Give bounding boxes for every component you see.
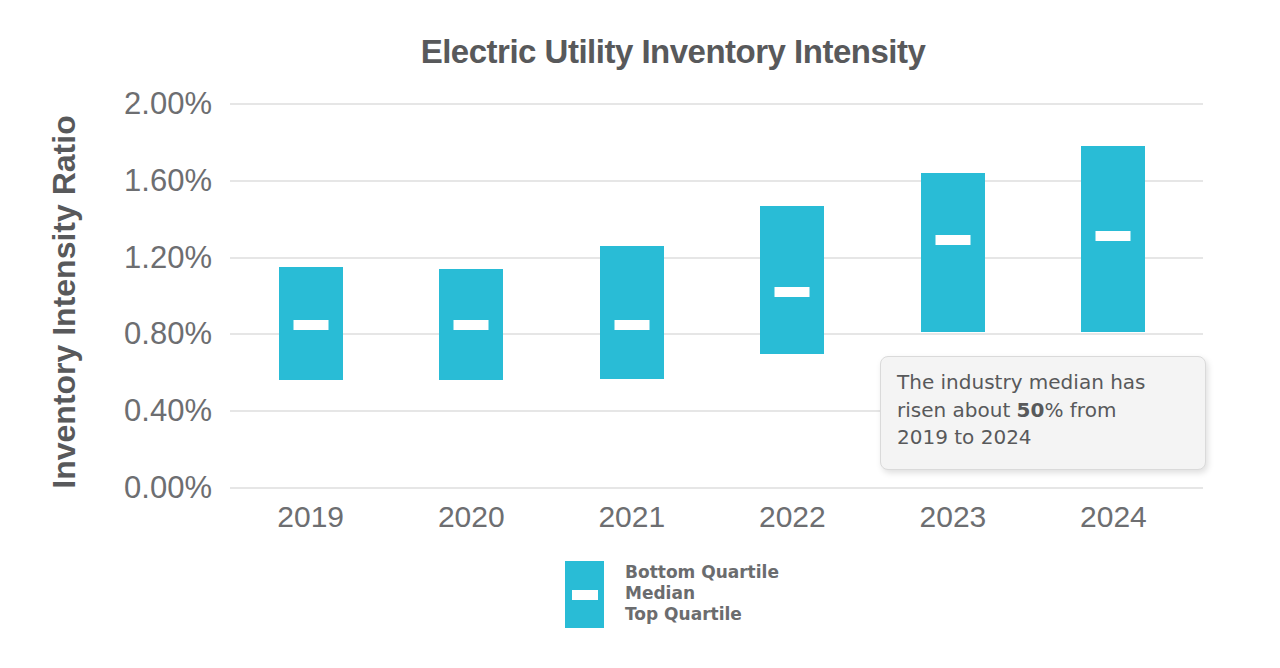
median-dash-2022: [775, 287, 810, 297]
chart-title: Electric Utility Inventory Intensity: [421, 33, 926, 71]
median-dash-2024: [1096, 231, 1131, 241]
x-tick-label: 2020: [401, 500, 541, 534]
legend-labels: Bottom Quartile Median Top Quartile: [625, 562, 779, 625]
x-tick-label: 2023: [883, 500, 1023, 534]
gridline: [230, 333, 1203, 335]
legend-item-median: Median: [625, 583, 779, 604]
annotation-line-1: The industry median has: [897, 370, 1146, 394]
quartile-range-bar-2020: [439, 269, 503, 380]
y-tick-label: 0.40%: [60, 395, 212, 427]
median-dash-2019: [293, 320, 328, 330]
gridline: [230, 180, 1203, 182]
y-tick-label: 1.60%: [60, 165, 212, 197]
x-tick-label: 2024: [1043, 500, 1183, 534]
median-dash-2021: [614, 320, 649, 330]
y-tick-label: 2.00%: [60, 88, 212, 120]
legend-median-dash-icon: [572, 590, 598, 600]
quartile-range-bar-2024: [1081, 146, 1145, 332]
annotation-line-2-pre: risen about: [897, 398, 1017, 422]
chart-canvas: Electric Utility Inventory Intensity Inv…: [0, 0, 1280, 668]
quartile-range-bar-2021: [600, 246, 664, 378]
x-tick-label: 2021: [562, 500, 702, 534]
quartile-range-bar-2022: [760, 206, 824, 354]
legend-item-bottom-quartile: Bottom Quartile: [625, 562, 779, 583]
legend-item-top-quartile: Top Quartile: [625, 604, 779, 625]
annotation-highlight-value: 50: [1017, 398, 1045, 422]
legend-quartile-swatch-icon: [565, 561, 604, 628]
gridline: [230, 487, 1203, 489]
gridline: [230, 103, 1203, 105]
gridline: [230, 257, 1203, 259]
x-tick-label: 2022: [722, 500, 862, 534]
median-dash-2023: [935, 235, 970, 245]
legend: Bottom Quartile Median Top Quartile: [565, 561, 865, 631]
x-tick-label: 2019: [241, 500, 381, 534]
y-tick-label: 1.20%: [60, 242, 212, 274]
annotation-line-3: 2019 to 2024: [897, 425, 1032, 449]
y-tick-label: 0.80%: [60, 318, 212, 350]
quartile-range-bar-2023: [921, 173, 985, 332]
quartile-range-bar-2019: [279, 267, 343, 380]
annotation-callout: The industry median has risen about 50% …: [880, 356, 1206, 470]
median-dash-2020: [454, 320, 489, 330]
y-tick-label: 0.00%: [60, 472, 212, 504]
annotation-line-2-post: % from: [1044, 398, 1116, 422]
